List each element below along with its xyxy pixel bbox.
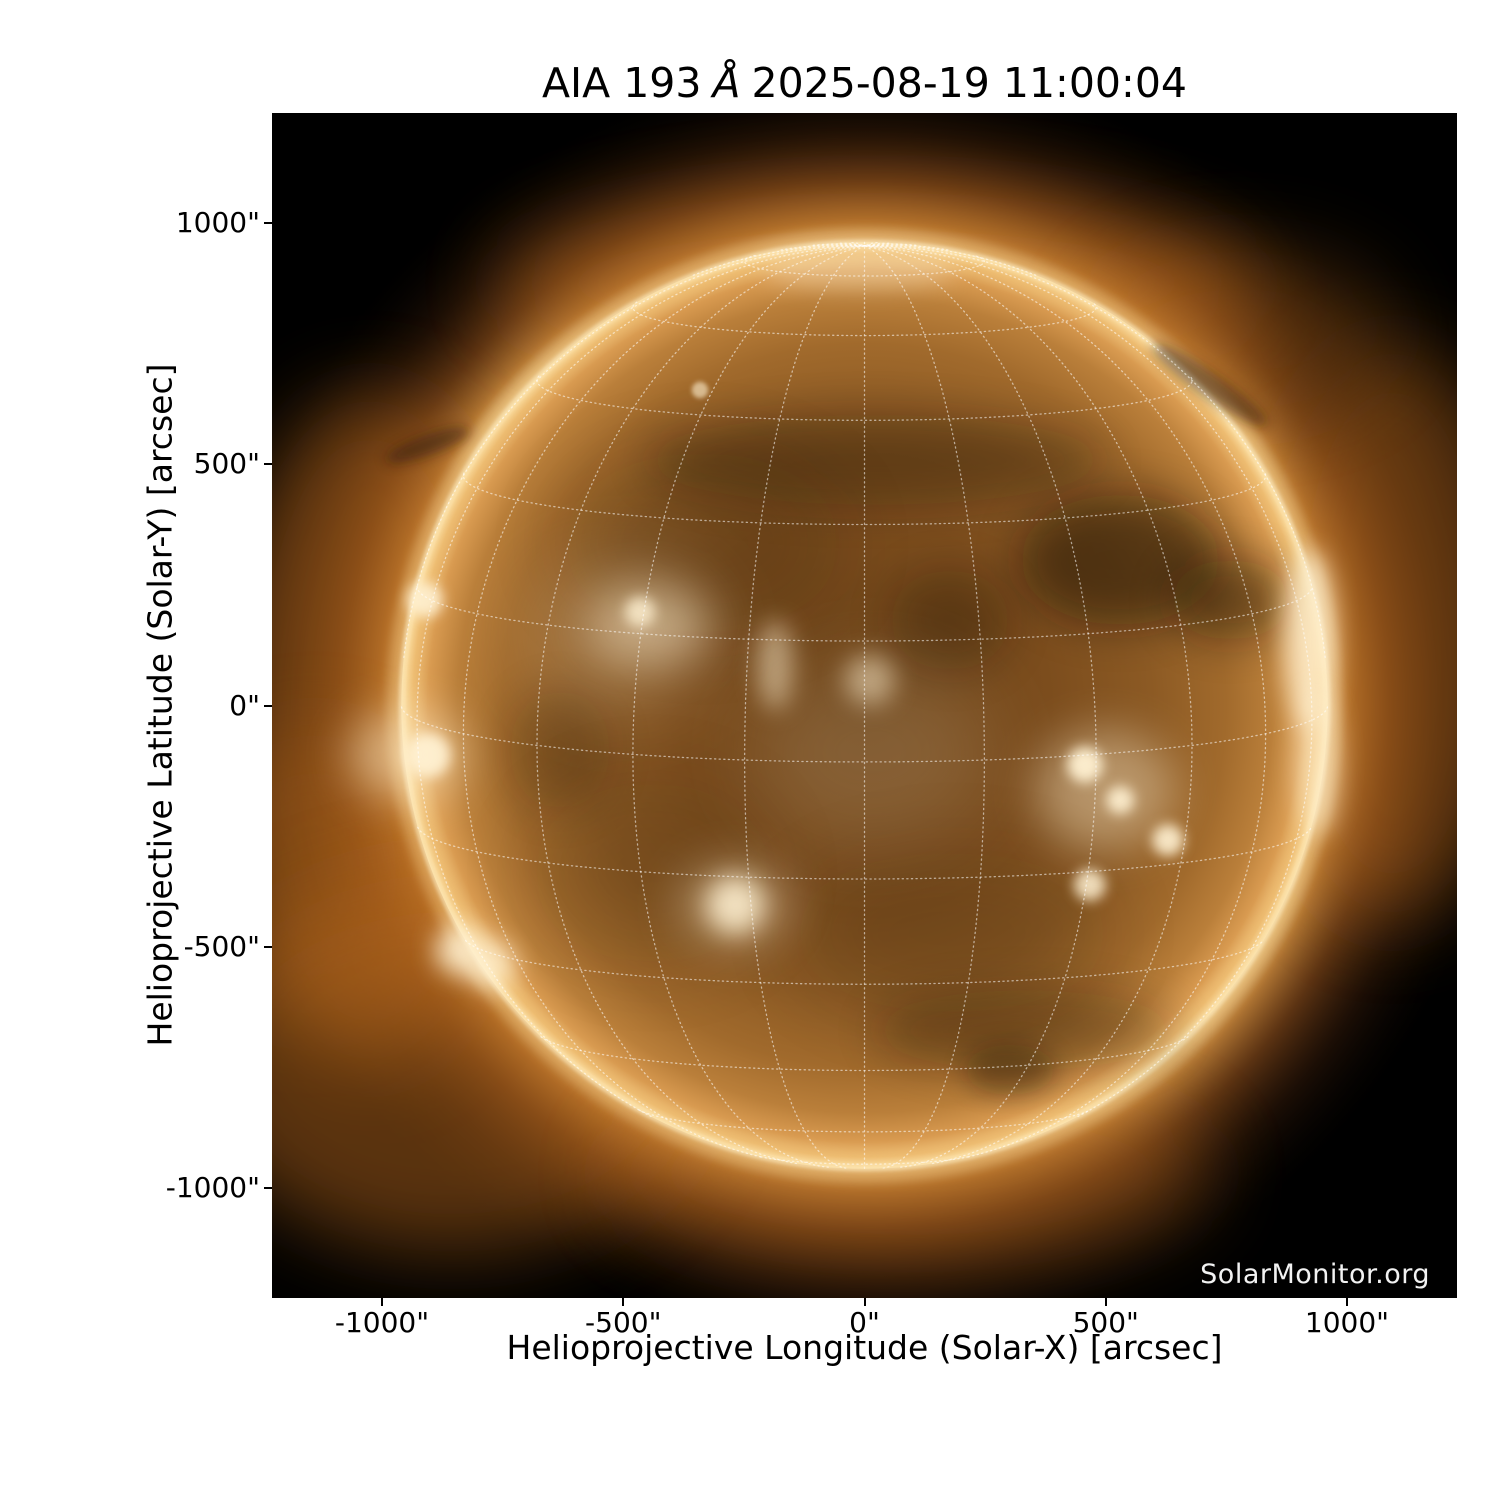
x-tick-mark (381, 1298, 383, 1306)
y-tick-mark (264, 222, 272, 224)
x-tick-label: 1000" (1304, 1306, 1390, 1339)
y-tick-label: -500" (183, 929, 260, 963)
plot-area: SolarMonitor.org (272, 113, 1457, 1298)
x-axis-label: Helioprojective Longitude (Solar-X) [arc… (506, 1328, 1223, 1367)
y-tick-label: 0" (229, 688, 260, 722)
y-tick-mark (264, 945, 272, 948)
x-tick-label: 0" (849, 1306, 880, 1339)
x-tick-mark (1345, 1298, 1348, 1306)
x-tick-label: 500" (1072, 1306, 1139, 1339)
watermark-text: SolarMonitor.org (1200, 1259, 1430, 1290)
x-tick-mark (863, 1298, 866, 1306)
y-tick-mark (264, 463, 272, 466)
observation-datetime: 2025-08-19 11:00:04 (751, 59, 1187, 107)
y-tick-label: -1000" (165, 1170, 260, 1204)
heliographic-grid (400, 241, 1329, 1170)
x-tick-label: -1000" (334, 1306, 430, 1339)
x-tick-mark (1104, 1298, 1107, 1306)
x-tick-label: -500" (585, 1306, 662, 1339)
angstrom-symbol: Å (712, 59, 741, 107)
y-tick-label: 500" (193, 447, 260, 481)
plot-title: AIA 193 Å 2025-08-19 11:00:04 (272, 60, 1457, 106)
x-tick-mark (622, 1298, 625, 1306)
y-tick-mark (264, 1186, 272, 1189)
title-text: AIA 193 (542, 59, 702, 107)
y-tick-mark (264, 704, 272, 707)
y-tick-label: 1000" (175, 206, 260, 239)
